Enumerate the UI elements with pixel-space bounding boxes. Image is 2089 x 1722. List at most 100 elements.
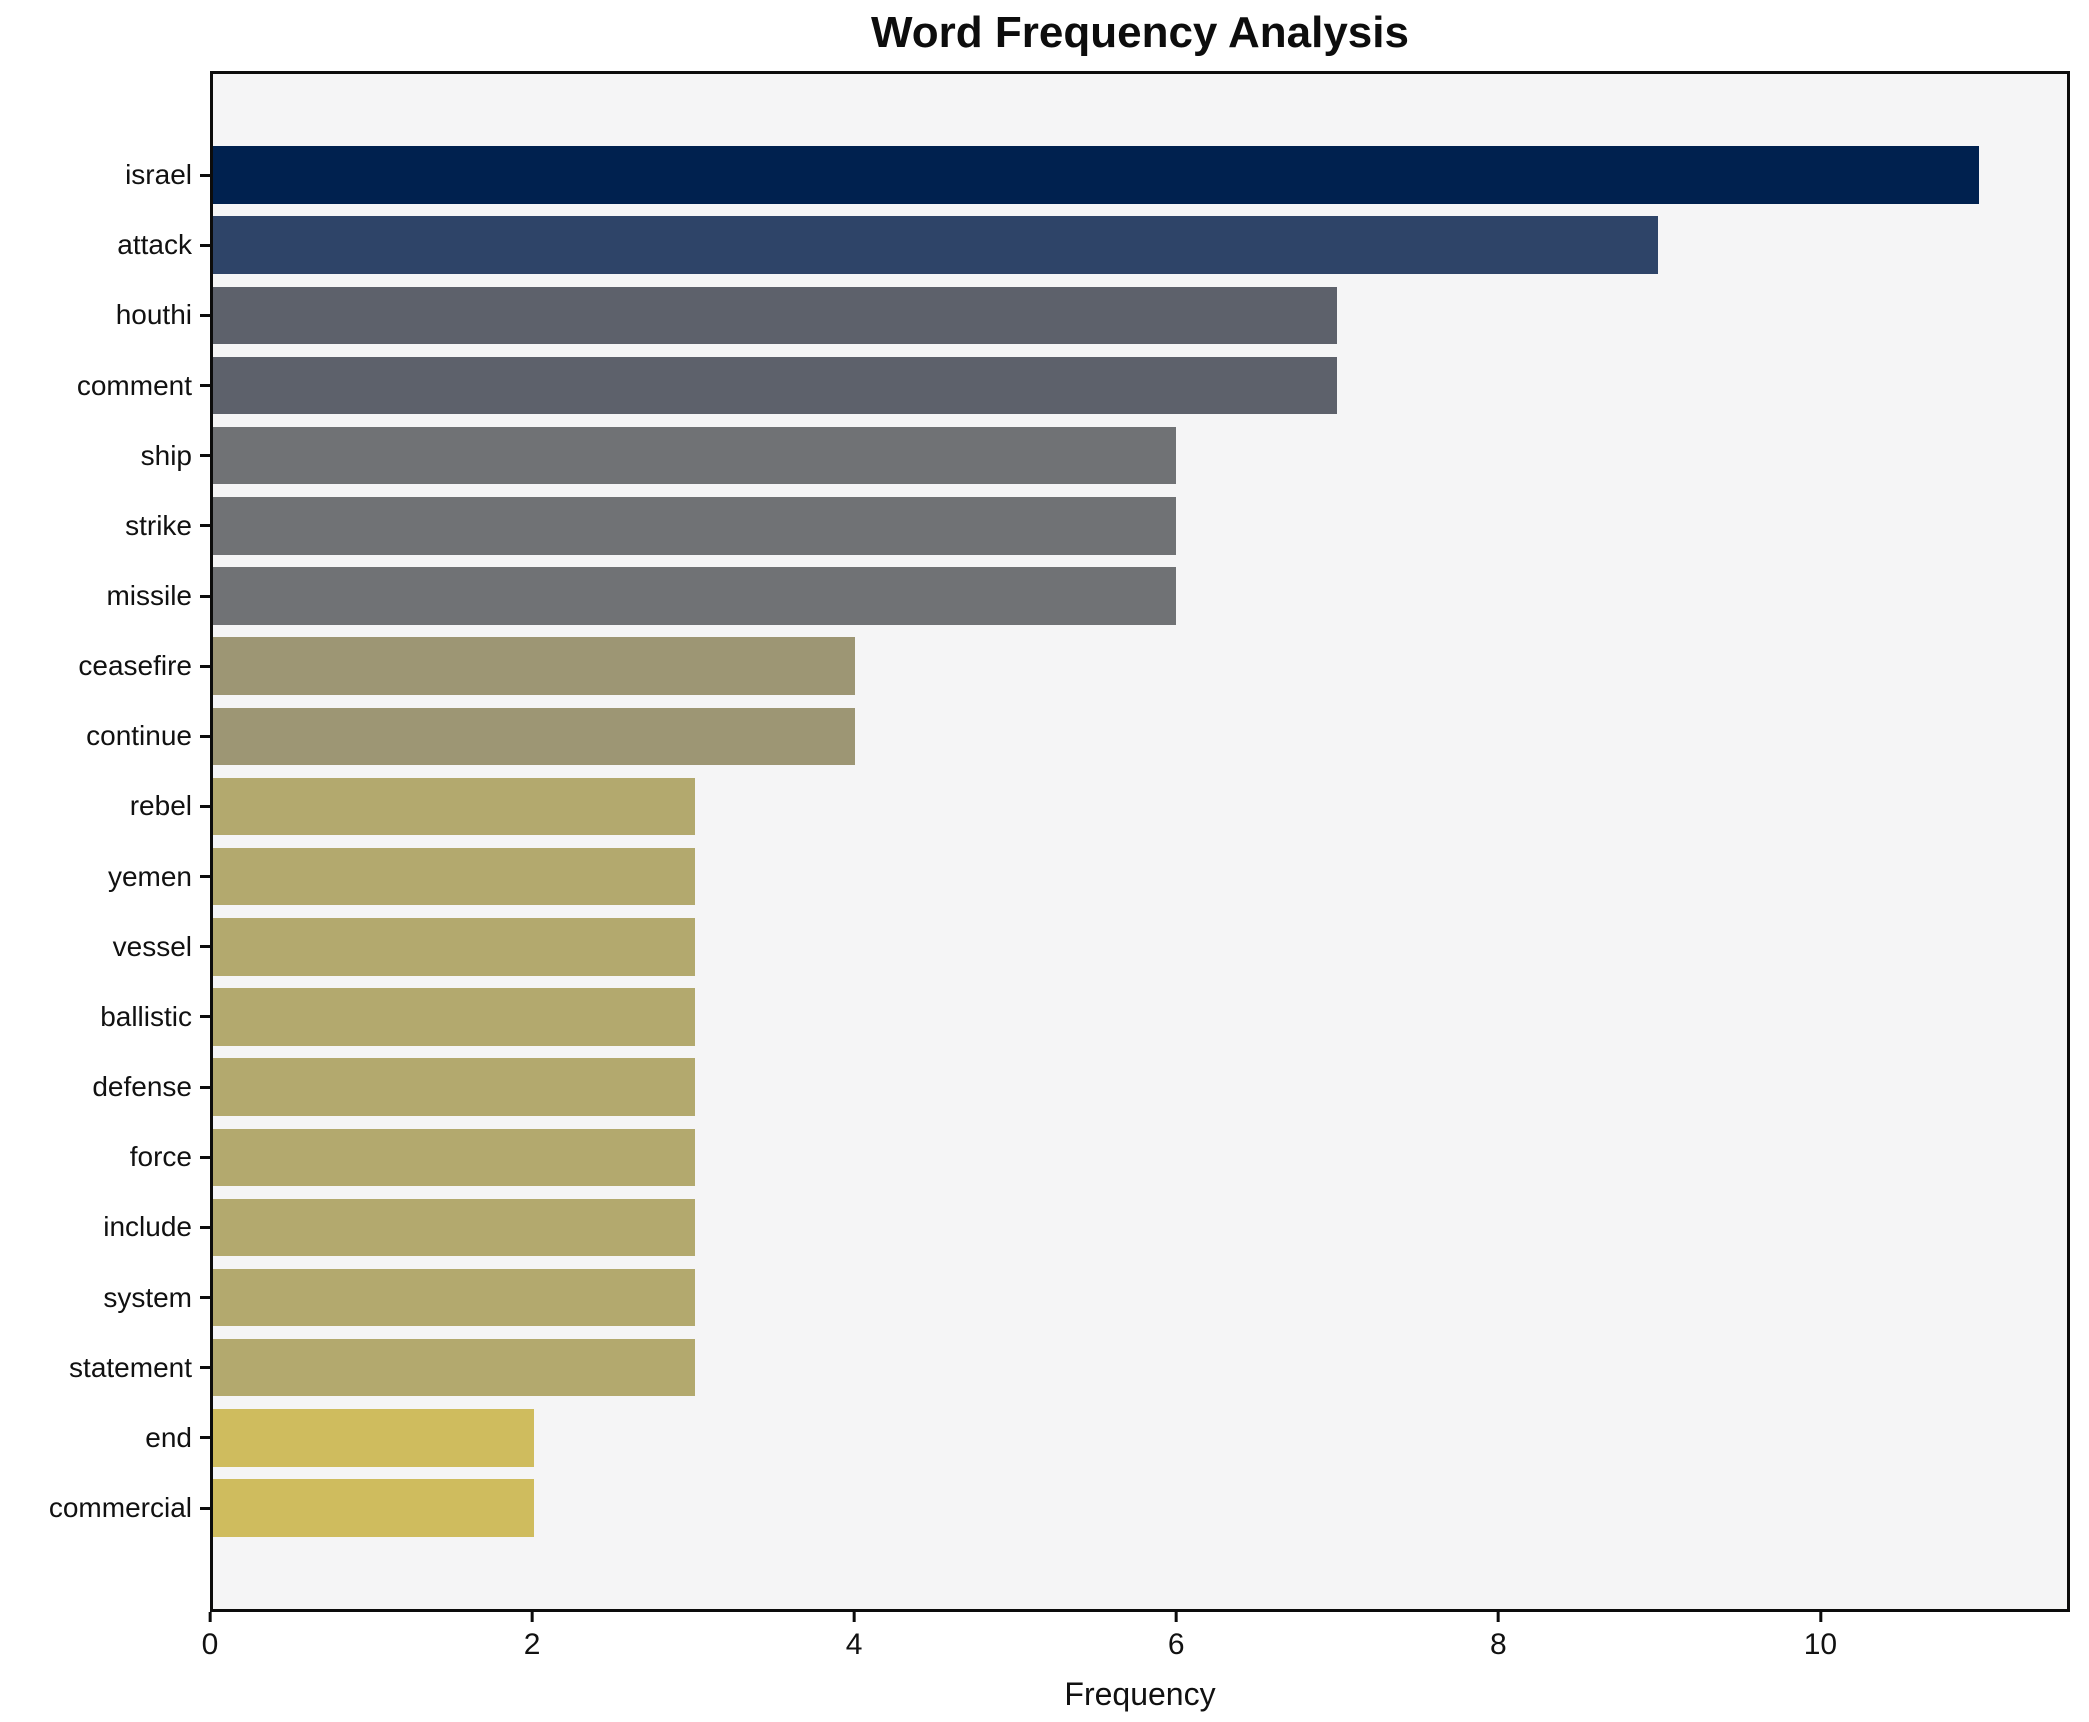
y-tick-mark <box>200 945 210 949</box>
y-label-row: ballistic <box>0 982 210 1052</box>
x-tick-mark <box>1496 1612 1500 1622</box>
x-tick: 6 <box>1168 1612 1185 1662</box>
y-tick-mark <box>200 243 210 247</box>
y-tick-mark <box>200 664 210 668</box>
y-label-row: yemen <box>0 842 210 912</box>
bar-ballistic <box>213 988 695 1046</box>
y-label-row: vessel <box>0 912 210 982</box>
bar-yemen <box>213 847 695 906</box>
x-tick-label: 6 <box>1167 1628 1185 1661</box>
bar-defense <box>213 1058 695 1116</box>
y-tick-mark <box>200 734 210 738</box>
y-tick-mark <box>200 1015 210 1019</box>
y-tick-mark <box>200 1366 210 1370</box>
x-tick-mark <box>1818 1612 1822 1622</box>
x-tick: 4 <box>845 1612 863 1662</box>
y-label-row: include <box>0 1192 210 1262</box>
y-tick-mark <box>200 173 210 177</box>
bar-israel <box>213 146 1979 204</box>
y-tick-mark <box>200 875 210 879</box>
bar-include <box>213 1198 695 1257</box>
bar-row <box>213 912 2067 982</box>
chart-title: Word Frequency Analysis <box>871 8 1409 57</box>
x-tick: 10 <box>1804 1612 1837 1662</box>
y-tick-mark <box>200 1225 210 1229</box>
y-label-row: force <box>0 1122 210 1192</box>
x-tick-label: 10 <box>1803 1628 1838 1661</box>
bar-row <box>213 771 2067 841</box>
y-tick-label: system <box>103 1281 192 1313</box>
y-label-row: israel <box>0 140 210 210</box>
y-tick-mark <box>200 1436 210 1440</box>
y-tick-mark <box>200 454 210 458</box>
x-tick-label: 2 <box>523 1628 541 1661</box>
y-label-row: end <box>0 1403 210 1473</box>
y-tick-label: commercial <box>48 1492 192 1524</box>
bar-houthi <box>213 286 1337 345</box>
bar-ceasefire <box>213 637 856 695</box>
bar-row <box>213 1122 2067 1192</box>
y-label-row: comment <box>0 350 210 420</box>
y-tick-label: israel <box>125 159 192 191</box>
bar-row <box>213 210 2067 280</box>
x-tick-mark <box>530 1612 534 1622</box>
y-tick-label: houthi <box>115 299 192 331</box>
y-tick-label: missile <box>106 580 192 612</box>
y-tick-label: attack <box>117 229 192 261</box>
y-tick-mark <box>200 384 210 388</box>
y-tick-label: rebel <box>129 790 192 822</box>
y-tick-label: end <box>145 1421 192 1453</box>
bar-row <box>213 421 2067 491</box>
y-label-row: houthi <box>0 280 210 350</box>
x-tick-label: 8 <box>1489 1628 1507 1661</box>
bar-continue <box>213 707 856 766</box>
bar-ship <box>213 426 1177 485</box>
y-label-row: commercial <box>0 1473 210 1543</box>
y-tick-mark <box>200 313 210 317</box>
x-tick-label: 4 <box>845 1628 863 1661</box>
y-label-row: defense <box>0 1052 210 1122</box>
bars-container <box>213 140 2067 1543</box>
y-axis-labels: israel attack houthi comment ship strike missi… <box>0 140 210 1543</box>
y-tick-mark <box>200 1155 210 1159</box>
bar-row <box>213 1403 2067 1473</box>
y-label-row: ceasefire <box>0 631 210 701</box>
plot-area <box>210 71 2070 1612</box>
bar-system <box>213 1268 695 1327</box>
x-axis-title: Frequency <box>1064 1676 1216 1712</box>
x-tick-mark <box>852 1612 856 1622</box>
x-tick: 8 <box>1490 1612 1507 1662</box>
bar-row <box>213 1333 2067 1403</box>
bar-strike <box>213 497 1177 555</box>
y-tick-label: vessel <box>112 930 192 962</box>
y-tick-label: defense <box>92 1071 192 1103</box>
y-label-row: strike <box>0 491 210 561</box>
y-tick-mark <box>200 1085 210 1089</box>
y-tick-label: strike <box>125 509 192 541</box>
bar-commercial <box>213 1479 535 1537</box>
y-tick-label: ballistic <box>100 1000 192 1032</box>
y-tick-mark <box>200 1506 210 1510</box>
x-tick-mark <box>208 1612 212 1622</box>
bar-row <box>213 561 2067 631</box>
y-tick-mark <box>200 1296 210 1300</box>
x-tick-label: 0 <box>201 1628 219 1661</box>
bar-rebel <box>213 777 695 836</box>
y-tick-mark <box>200 594 210 598</box>
bar-row <box>213 631 2067 701</box>
x-axis: 0 2 4 6 8 10 <box>202 1612 2070 1682</box>
bar-row <box>213 842 2067 912</box>
y-label-row: system <box>0 1263 210 1333</box>
y-label-row: missile <box>0 561 210 631</box>
y-tick-label: continue <box>86 720 192 752</box>
bar-row <box>213 491 2067 561</box>
bar-row <box>213 982 2067 1052</box>
y-tick-label: ceasefire <box>78 650 192 682</box>
bar-statement <box>213 1338 695 1397</box>
bar-comment <box>213 356 1337 415</box>
bar-row <box>213 1473 2067 1543</box>
bar-row <box>213 1052 2067 1122</box>
y-tick-mark <box>200 524 210 528</box>
bar-attack <box>213 216 1658 274</box>
